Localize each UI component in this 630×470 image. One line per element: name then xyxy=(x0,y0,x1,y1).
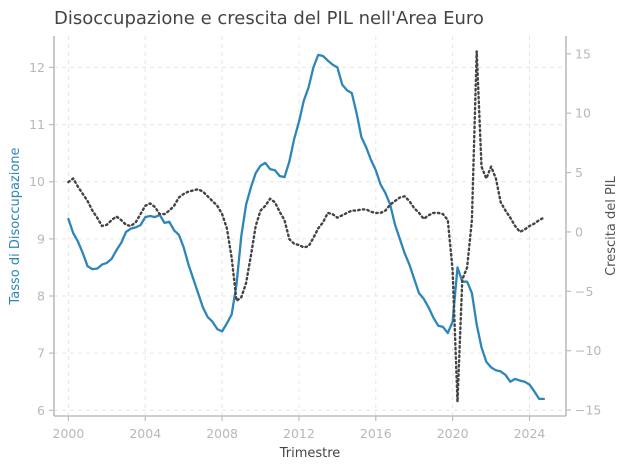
y-right-tick-label: 5 xyxy=(575,165,583,180)
y-right-tick-label: −10 xyxy=(575,343,601,358)
y-left-tick-label: 9 xyxy=(37,231,45,246)
axes: 2000 2004 2008 2012 2016 2020 2024 6 7 8 9 10 11 12 −1… xyxy=(29,36,601,441)
y-right-tick-label: −5 xyxy=(575,284,593,299)
x-tick-label: 2016 xyxy=(360,426,392,441)
x-tick-label: 2024 xyxy=(514,426,546,441)
y-left-tick-label: 11 xyxy=(29,117,45,132)
y-left-tick-label: 10 xyxy=(29,174,45,189)
y-right-tick-label: 10 xyxy=(575,106,591,121)
y-axis-right-label: Crescita del PIL xyxy=(604,175,619,276)
unemployment-line xyxy=(67,53,546,401)
y-right-tick-label: 0 xyxy=(575,224,583,239)
grid xyxy=(54,36,566,416)
gdp-growth-line xyxy=(67,50,546,403)
y-right-tick-label: 15 xyxy=(575,46,591,61)
x-tick-label: 2000 xyxy=(53,426,85,441)
chart-title: Disoccupazione e crescita del PIL nell'A… xyxy=(54,8,484,29)
y-left-tick-label: 12 xyxy=(29,60,45,75)
y-left-tick-label: 6 xyxy=(37,403,45,418)
y-axis-left-label: Tasso di Disoccupazione xyxy=(8,147,23,305)
x-tick-label: 2012 xyxy=(283,426,315,441)
y-left-tick-label: 7 xyxy=(37,346,45,361)
x-tick-label: 2020 xyxy=(437,426,469,441)
y-left-tick-label: 8 xyxy=(37,289,45,304)
x-tick-label: 2004 xyxy=(129,426,161,441)
x-axis-label: Trimestre xyxy=(279,446,341,461)
series-layer xyxy=(67,50,546,403)
x-tick-label: 2008 xyxy=(206,426,238,441)
y-right-tick-label: −15 xyxy=(575,403,601,418)
